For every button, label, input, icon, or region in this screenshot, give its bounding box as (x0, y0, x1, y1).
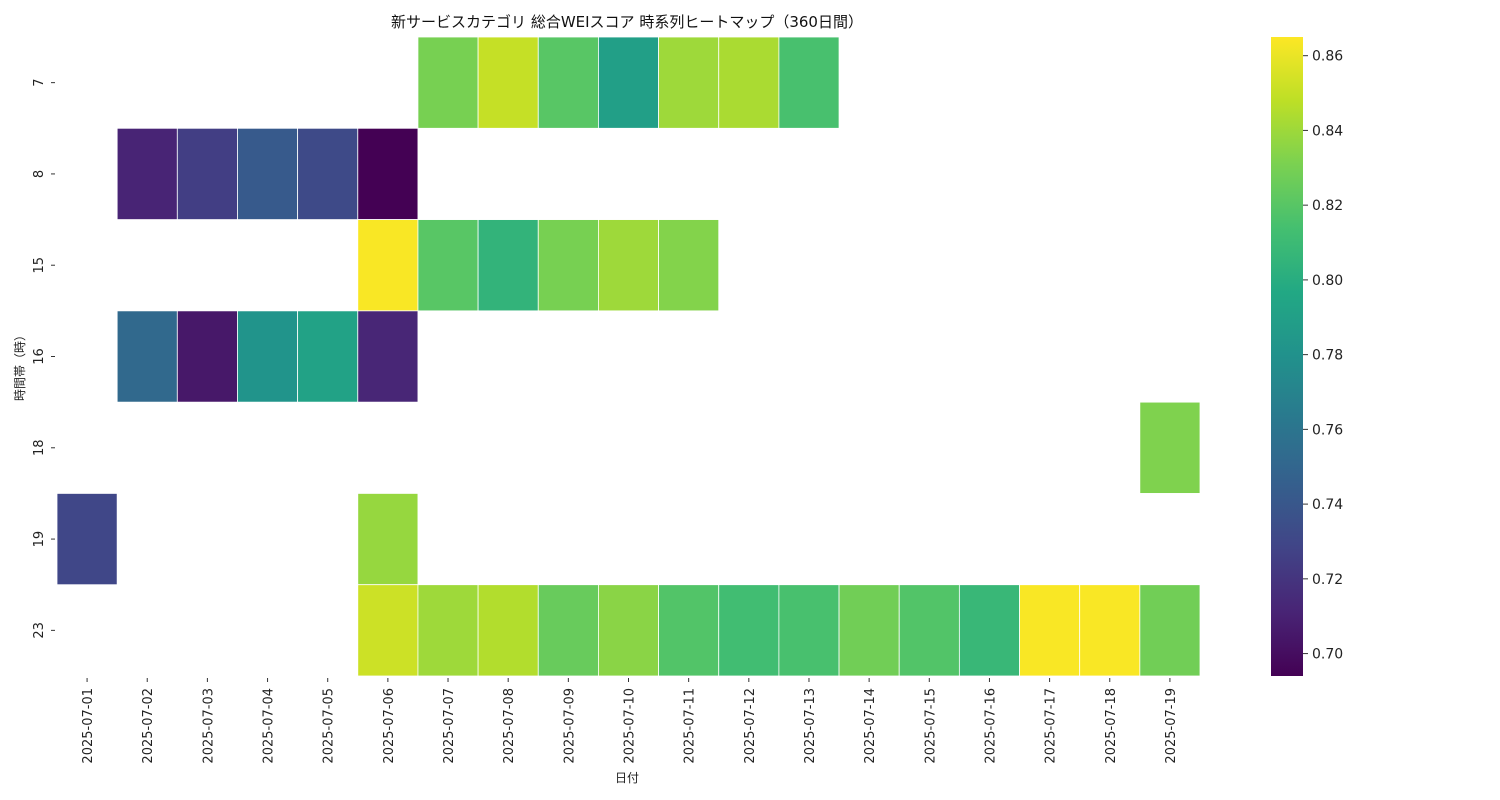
x-axis: 2025-07-01 2025-07-02 2025-07-03 2025-07-04… (81, 678, 1179, 764)
colorbar-tick-label: 0.84 (1312, 123, 1343, 139)
x-tick-label: 2025-07-08 (502, 688, 517, 764)
colorbar-tick-label: 0.72 (1312, 572, 1343, 588)
x-tick-label: 2025-07-04 (262, 688, 277, 764)
colorbar-tick-label: 0.74 (1312, 497, 1343, 513)
heatmap-cell (477, 219, 539, 312)
heatmap-cell (838, 584, 900, 677)
heatmap-cell (537, 219, 599, 312)
x-tick-label: 2025-07-03 (201, 688, 216, 764)
heatmap-cell (357, 219, 419, 312)
heatmap-cell (598, 219, 659, 312)
colorbar-tick-label: 0.76 (1312, 422, 1343, 438)
colorbar-tick-label: 0.80 (1312, 273, 1343, 289)
x-tick-label: 2025-07-02 (141, 688, 156, 764)
y-axis: 7 8 15 16 18 19 23 (32, 79, 55, 639)
heatmap-cell (116, 310, 178, 403)
heatmap-cell (658, 584, 720, 677)
heatmap-cell (297, 127, 359, 220)
heatmap-cell (1019, 584, 1081, 677)
x-tick-label: 2025-07-15 (923, 688, 938, 764)
x-tick-label: 2025-07-18 (1104, 688, 1119, 764)
chart-title: 新サービスカテゴリ 総合WEIスコア 時系列ヒートマップ（360日間） (391, 13, 863, 31)
heatmap-cell (56, 493, 118, 586)
colorbar-tick-label: 0.82 (1312, 198, 1343, 214)
heatmap-cell (537, 584, 599, 677)
y-tick-label: 19 (32, 531, 47, 548)
colorbar-tick-label: 0.86 (1312, 49, 1343, 65)
heatmap-cell (598, 584, 659, 677)
heatmap-cell (417, 36, 479, 129)
colorbar: 0.70 0.72 0.74 0.76 0.78 0.80 0.82 0.84 0.86 (1271, 37, 1343, 676)
x-tick-label: 2025-07-13 (803, 688, 818, 764)
heatmap-cell (357, 493, 419, 586)
heatmap-cell (417, 584, 479, 677)
heatmap-cell (357, 584, 419, 677)
x-tick-label: 2025-07-11 (683, 688, 698, 764)
y-tick-label: 7 (32, 79, 47, 87)
heatmap-cell (116, 127, 178, 220)
x-tick-label: 2025-07-14 (863, 688, 878, 764)
heatmap-cell (176, 310, 238, 403)
heatmap-cell (958, 584, 1020, 677)
y-tick-label: 15 (32, 257, 47, 274)
heatmap-cell (778, 584, 840, 677)
heatmap-cell (1139, 584, 1201, 677)
colorbar-tick-label: 0.78 (1312, 348, 1343, 364)
heatmap-cell (1079, 584, 1141, 677)
heatmap-cell (237, 310, 299, 403)
x-axis-label: 日付 (615, 771, 639, 785)
heatmap-cell (718, 36, 780, 129)
x-tick-label: 2025-07-06 (382, 688, 397, 764)
x-tick-label: 2025-07-16 (983, 688, 998, 764)
heatmap-cell (898, 584, 960, 677)
colorbar-gradient (1271, 37, 1303, 676)
y-tick-label: 16 (32, 348, 47, 365)
y-tick-label: 23 (32, 622, 47, 639)
heatmap-cell (718, 584, 780, 677)
x-tick-label: 2025-07-17 (1044, 688, 1059, 764)
heatmap-cell (237, 127, 299, 220)
heatmap-cell (658, 36, 720, 129)
y-tick-label: 8 (32, 170, 47, 178)
heatmap-cell (357, 310, 419, 403)
heatmap-cell (176, 127, 238, 220)
x-tick-label: 2025-07-05 (322, 688, 337, 764)
x-tick-label: 2025-07-10 (623, 688, 638, 764)
heatmap-cell (658, 219, 720, 312)
y-axis-label: 時間帯（時） (13, 329, 27, 401)
heatmap-cell (357, 127, 419, 220)
heatmap-cell (778, 36, 840, 129)
heatmap-cell (477, 36, 539, 129)
x-tick-label: 2025-07-01 (81, 688, 96, 764)
heatmap-cell (477, 584, 539, 677)
x-tick-label: 2025-07-09 (562, 688, 577, 764)
heatmap-cell (1139, 401, 1201, 494)
colorbar-tick-label: 0.70 (1312, 647, 1343, 663)
heatmap-cell (417, 219, 479, 312)
heatmap-cell (297, 310, 359, 403)
heatmap-cell (598, 36, 659, 129)
x-tick-label: 2025-07-12 (743, 688, 758, 764)
x-tick-label: 2025-07-19 (1164, 688, 1179, 764)
heatmap-cells (56, 36, 1201, 677)
x-tick-label: 2025-07-07 (442, 688, 457, 764)
heatmap-cell (537, 36, 599, 129)
y-tick-label: 18 (32, 440, 47, 457)
